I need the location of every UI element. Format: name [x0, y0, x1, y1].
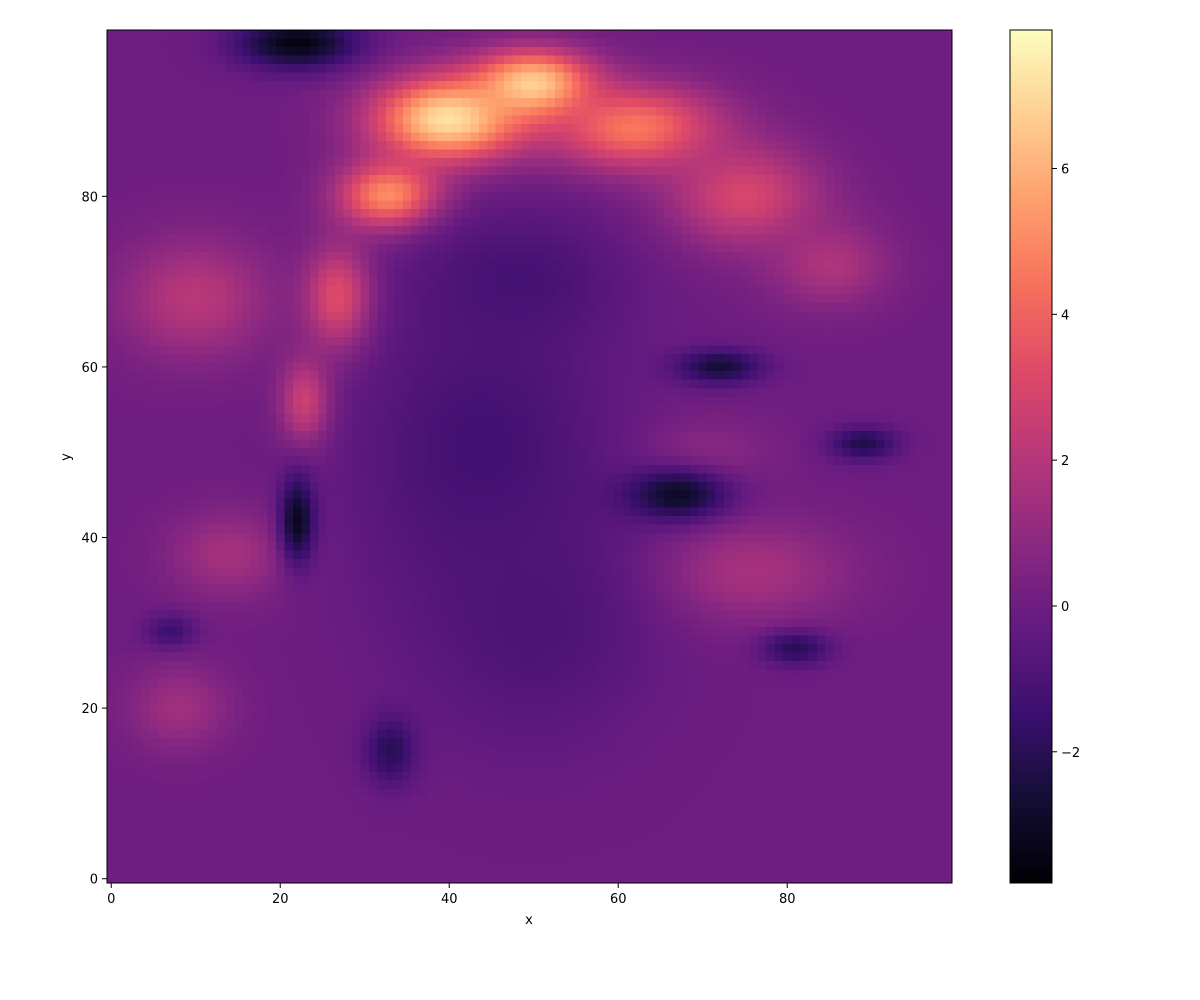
colorbar-tick-label: 6 [1061, 163, 1069, 178]
heatmap-plot-area [106, 29, 953, 884]
x-tick-label: 40 [441, 892, 458, 907]
heatmap-image [107, 30, 952, 883]
x-tick-label: 0 [107, 892, 115, 907]
x-tick-label: 20 [272, 892, 289, 907]
colorbar-ticks: −2 0 2 4 6 [1052, 163, 1080, 761]
colorbar-tick-label: 2 [1061, 454, 1069, 469]
colorbar: −2 0 2 4 6 [1009, 29, 1080, 884]
y-tick-label: 40 [81, 532, 98, 547]
y-tick-label: 60 [81, 361, 98, 376]
x-tick-label: 80 [779, 892, 796, 907]
heatmap-image-container [107, 30, 952, 883]
y-tick-label: 0 [90, 873, 98, 888]
plot-frame [106, 29, 953, 884]
x-axis-label: x [525, 913, 533, 928]
y-axis-label: y [59, 453, 74, 461]
colorbar-tick-label: −2 [1061, 746, 1080, 761]
y-tick-label: 20 [81, 702, 98, 717]
x-axis: 0 20 40 60 80 [107, 883, 795, 907]
y-tick-label: 80 [81, 190, 98, 205]
x-tick-label: 60 [610, 892, 627, 907]
colorbar-frame [1009, 29, 1053, 884]
colorbar-tick-label: 4 [1061, 308, 1069, 323]
colorbar-fill [1010, 30, 1052, 883]
y-axis: 0 20 40 60 80 [81, 190, 107, 888]
colorbar-tick-label: 0 [1061, 600, 1069, 615]
